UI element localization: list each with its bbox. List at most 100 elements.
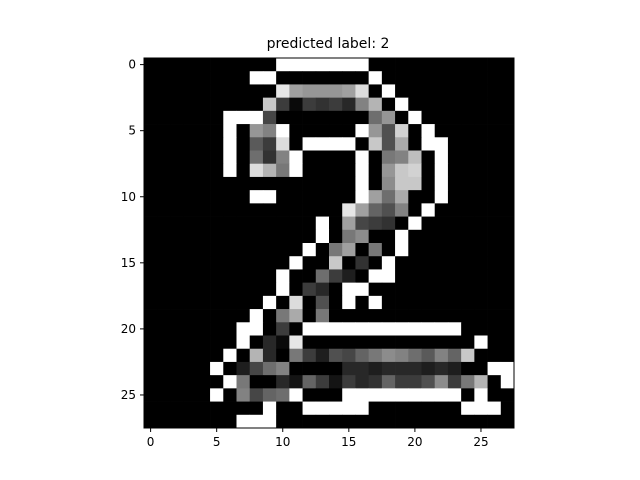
heatmap-cell bbox=[276, 203, 290, 217]
heatmap-cell bbox=[421, 163, 436, 178]
heatmap-cell bbox=[183, 295, 198, 310]
heatmap-cell bbox=[157, 176, 171, 191]
heatmap-cell bbox=[236, 163, 251, 178]
heatmap-cell bbox=[262, 97, 277, 112]
heatmap-cell bbox=[144, 84, 158, 98]
heatmap-cell bbox=[500, 229, 515, 244]
heatmap-cell bbox=[434, 216, 449, 231]
heatmap-cell bbox=[249, 97, 264, 112]
heatmap-cell bbox=[223, 414, 237, 429]
heatmap-cell bbox=[249, 58, 264, 72]
heatmap-cell bbox=[144, 361, 158, 376]
x-tick-label: 10 bbox=[275, 435, 290, 449]
heatmap-cell bbox=[355, 401, 369, 416]
heatmap-cell bbox=[170, 137, 184, 151]
heatmap-cell bbox=[276, 269, 290, 283]
heatmap-cell bbox=[302, 124, 317, 138]
heatmap-cell bbox=[262, 335, 277, 350]
heatmap-cell bbox=[408, 84, 422, 98]
heatmap-cell bbox=[249, 190, 264, 204]
heatmap-cell bbox=[500, 110, 515, 125]
heatmap-cell bbox=[474, 335, 488, 350]
heatmap-cell bbox=[223, 124, 237, 138]
heatmap-cell bbox=[500, 282, 515, 297]
heatmap-cell bbox=[461, 203, 475, 217]
heatmap-cell bbox=[157, 229, 171, 244]
y-tick-label: 15 bbox=[121, 256, 136, 270]
heatmap-cell bbox=[196, 58, 211, 72]
heatmap-cell bbox=[474, 203, 488, 217]
heatmap-cell bbox=[157, 137, 171, 151]
heatmap-cell bbox=[157, 190, 171, 204]
heatmap-cell bbox=[461, 295, 475, 310]
heatmap-cell bbox=[447, 256, 462, 270]
heatmap-cell bbox=[144, 401, 158, 416]
heatmap-cell bbox=[381, 243, 396, 257]
heatmap-cell bbox=[144, 124, 158, 138]
heatmap-cell bbox=[447, 401, 462, 416]
heatmap-cell bbox=[236, 150, 251, 165]
heatmap-cell bbox=[223, 282, 237, 297]
heatmap-cell bbox=[249, 361, 264, 376]
heatmap-cell bbox=[289, 388, 303, 402]
heatmap-cell bbox=[474, 243, 488, 257]
heatmap-cell bbox=[302, 137, 317, 151]
heatmap-cell bbox=[236, 361, 251, 376]
heatmap-cell bbox=[408, 176, 422, 191]
heatmap-cell bbox=[170, 58, 184, 72]
heatmap-cell bbox=[368, 84, 383, 98]
heatmap-cell bbox=[487, 335, 502, 350]
heatmap-cell bbox=[315, 256, 330, 270]
heatmap-cell bbox=[196, 71, 211, 85]
heatmap-cell bbox=[395, 71, 409, 85]
heatmap-cell bbox=[408, 282, 422, 297]
heatmap-cell bbox=[368, 243, 383, 257]
heatmap-cell bbox=[302, 203, 317, 217]
heatmap-cell bbox=[461, 137, 475, 151]
heatmap-cell bbox=[329, 269, 343, 283]
heatmap-cell bbox=[355, 229, 369, 244]
heatmap-cell bbox=[461, 229, 475, 244]
heatmap-cell bbox=[355, 150, 369, 165]
heatmap-cell bbox=[368, 282, 383, 297]
heatmap-cell bbox=[302, 375, 317, 389]
heatmap-cell bbox=[329, 176, 343, 191]
heatmap-cell bbox=[395, 401, 409, 416]
heatmap-cell bbox=[474, 150, 488, 165]
heatmap-cell bbox=[289, 150, 303, 165]
heatmap-cell bbox=[289, 309, 303, 323]
heatmap-cell bbox=[395, 163, 409, 178]
heatmap-cell bbox=[210, 375, 224, 389]
heatmap-cell bbox=[342, 243, 356, 257]
heatmap-cell bbox=[447, 150, 462, 165]
heatmap-cell bbox=[210, 322, 224, 336]
heatmap-cell bbox=[329, 243, 343, 257]
heatmap-cell bbox=[355, 282, 369, 297]
heatmap-cell bbox=[223, 309, 237, 323]
heatmap-cell bbox=[144, 256, 158, 270]
heatmap-cell bbox=[157, 243, 171, 257]
heatmap-cell bbox=[368, 97, 383, 112]
heatmap-cell bbox=[183, 71, 198, 85]
heatmap-cell bbox=[210, 58, 224, 72]
heatmap-cell bbox=[487, 84, 502, 98]
heatmap-cell bbox=[381, 97, 396, 112]
heatmap-cell bbox=[395, 282, 409, 297]
heatmap-cell bbox=[500, 309, 515, 323]
heatmap-cell bbox=[461, 309, 475, 323]
heatmap-cell bbox=[329, 203, 343, 217]
heatmap-cell bbox=[421, 282, 436, 297]
heatmap-cell bbox=[342, 322, 356, 336]
heatmap-cell bbox=[302, 84, 317, 98]
heatmap-cell bbox=[196, 150, 211, 165]
heatmap-cell bbox=[289, 137, 303, 151]
heatmap-cell bbox=[355, 190, 369, 204]
heatmap-cell bbox=[144, 348, 158, 363]
heatmap-cell bbox=[461, 414, 475, 429]
heatmap-cell bbox=[262, 137, 277, 151]
heatmap-cell bbox=[315, 71, 330, 85]
heatmap-cell bbox=[183, 190, 198, 204]
heatmap-cell bbox=[408, 335, 422, 350]
heatmap-cell bbox=[276, 361, 290, 376]
heatmap-cell bbox=[381, 137, 396, 151]
